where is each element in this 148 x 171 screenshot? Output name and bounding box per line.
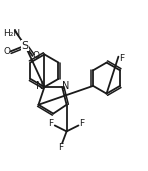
Text: F: F xyxy=(119,54,124,63)
Text: F: F xyxy=(58,143,63,152)
Text: F: F xyxy=(80,120,85,128)
Text: S: S xyxy=(22,41,29,51)
Text: F: F xyxy=(49,120,54,128)
Text: O: O xyxy=(32,51,39,60)
Text: N: N xyxy=(36,81,44,91)
Text: O: O xyxy=(3,47,10,56)
Text: N: N xyxy=(62,81,70,90)
Text: H₂N: H₂N xyxy=(3,29,20,38)
